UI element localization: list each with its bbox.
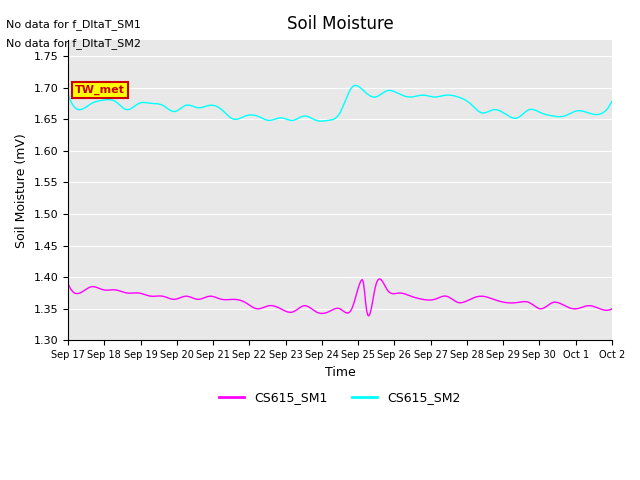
Text: No data for f_DltaT_SM2: No data for f_DltaT_SM2: [6, 38, 141, 49]
Y-axis label: Soil Moisture (mV): Soil Moisture (mV): [15, 133, 28, 248]
Text: No data for f_DltaT_SM1: No data for f_DltaT_SM1: [6, 19, 141, 30]
Title: Soil Moisture: Soil Moisture: [287, 15, 394, 33]
X-axis label: Time: Time: [324, 366, 355, 379]
Legend: CS615_SM1, CS615_SM2: CS615_SM1, CS615_SM2: [214, 386, 466, 409]
Text: TW_met: TW_met: [75, 85, 125, 95]
